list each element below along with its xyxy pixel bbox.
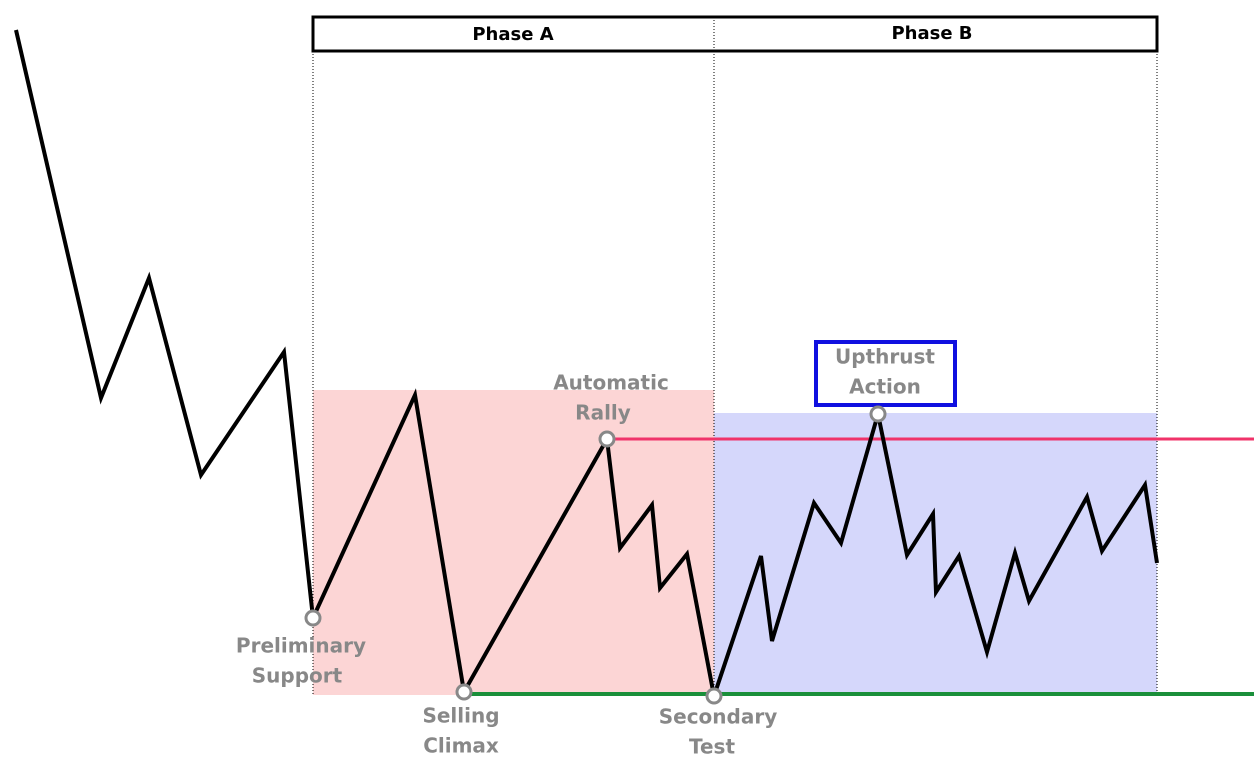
phase-dividers: [312, 51, 1158, 695]
event-label: Selling: [422, 704, 499, 728]
highlight-box: [814, 340, 957, 407]
phase-header: [311, 15, 1159, 53]
event-label: Secondary: [659, 705, 778, 729]
phase-label: Phase B: [891, 23, 972, 44]
event-label: Support: [252, 664, 343, 688]
phase-a-range: [313, 390, 714, 695]
event-marker: [598, 430, 616, 448]
event-label: Rally: [575, 401, 631, 425]
event-marker: [705, 687, 723, 705]
event-label: Climax: [423, 734, 499, 758]
event-markers: [304, 405, 887, 705]
event-marker: [455, 683, 473, 701]
event-marker: [869, 405, 887, 423]
event-marker: [304, 609, 322, 627]
event-label: Automatic: [553, 371, 669, 395]
price-path: [14, 29, 1159, 704]
event-label: Preliminary: [236, 634, 366, 658]
event-label: Upthrust: [835, 345, 935, 369]
event-label: Test: [689, 735, 735, 759]
event-label: Action: [849, 375, 921, 399]
phase-label: Phase A: [472, 24, 553, 45]
